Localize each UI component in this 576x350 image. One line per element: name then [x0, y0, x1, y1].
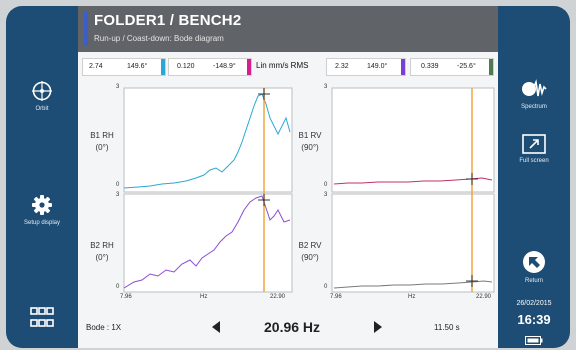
frequency-value: 20.96 Hz [264, 319, 321, 335]
reading-magnitude: 2.32 [335, 63, 349, 70]
status-time: 16:39 [517, 312, 551, 327]
header-accent [84, 12, 88, 46]
x-unit-tick: Hz [408, 294, 416, 300]
return-button[interactable]: Return [498, 250, 570, 284]
channel-name: B1 RH [90, 131, 114, 140]
reading-phase: 149.0° [367, 63, 388, 70]
channel-angle: (90°) [301, 253, 319, 262]
bode-plots: B1 RH (0°) B2 RH (0°) B1 RV (90°) B2 RV … [78, 82, 498, 308]
page-subtitle: Run-up / Coast-down: Bode diagram [94, 34, 224, 43]
reading-magnitude: 0.120 [177, 63, 195, 70]
reading-phase: -148.9° [213, 63, 236, 70]
reading-color-bar [247, 59, 251, 75]
x-unit-tick: Hz [200, 294, 208, 300]
trace-b2rv [333, 280, 493, 289]
channel-name: B2 RH [90, 241, 114, 250]
footer: Bode : 1X 20.96 Hz 11.50 s [78, 308, 498, 348]
y-max-tick: 3 [116, 84, 120, 90]
plot-label-b1rh: B1 RH (0°) [82, 130, 122, 154]
y-max-tick: 3 [324, 192, 328, 198]
plot-frame-b1rh [123, 87, 293, 193]
cursor-markers [258, 88, 478, 287]
y-min-tick: 0 [116, 182, 120, 188]
plots-svg [123, 87, 495, 293]
reading-magnitude: 0.339 [421, 63, 439, 70]
battery-icon [525, 336, 543, 345]
plot-frame-b1rv [331, 87, 495, 193]
grid-icon [30, 307, 54, 327]
y-max-tick: 3 [324, 84, 328, 90]
y-min-tick: 0 [324, 284, 328, 290]
next-arrow-icon[interactable] [372, 320, 384, 334]
setup-display-label: Setup display [23, 220, 61, 226]
orbit-label: Orbit [35, 106, 49, 112]
battery-indicator [498, 332, 570, 350]
spectrum-icon [522, 79, 547, 97]
right-sidebar: Spectrum Full screen Return 26/02/2015 1… [498, 6, 570, 348]
reading-color-bar [161, 59, 165, 75]
orbit-icon [32, 81, 52, 101]
plot-label-b2rh: B2 RH (0°) [82, 240, 122, 264]
trace-b1rh [123, 93, 291, 189]
main-panel: FOLDER1 / BENCH2 Run-up / Coast-down: Bo… [78, 6, 498, 348]
left-sidebar: Orbit Setup display [6, 6, 78, 348]
channel-name: B1 RV [298, 131, 322, 140]
spectrum-button[interactable]: Spectrum [498, 78, 570, 110]
reading-b2rv: 0.339 -25.6° [410, 58, 494, 76]
spectrum-label: Spectrum [521, 104, 547, 110]
reading-magnitude: 2.74 [89, 63, 103, 70]
reading-b1rh: 2.74 149.6° [82, 58, 166, 76]
plot-label-b1rv: B1 RV (90°) [290, 130, 330, 154]
menu-grid-button[interactable] [6, 306, 78, 330]
x-min-tick: 7.96 [120, 294, 132, 300]
reading-color-bar [489, 59, 493, 75]
reading-phase: -25.6° [457, 63, 476, 70]
channel-angle: (0°) [95, 253, 109, 262]
plot-label-b2rv: B2 RV (90°) [290, 240, 330, 264]
bode-mode: Bode : 1X [86, 323, 122, 332]
channel-name: B2 RV [298, 241, 322, 250]
orbit-button[interactable]: Orbit [6, 80, 78, 112]
channel-angle: (0°) [95, 143, 109, 152]
channel-angle: (90°) [301, 143, 319, 152]
units-label: Lin mm/s RMS [256, 61, 309, 70]
status-date: 26/02/2015 [516, 300, 552, 307]
reading-color-bar [401, 59, 405, 75]
reading-b2rh: 2.32 149.0° [326, 58, 406, 76]
previous-arrow-icon[interactable] [210, 320, 222, 334]
plot-frame-b2rh [123, 193, 293, 293]
full-screen-button[interactable]: Full screen [498, 134, 570, 164]
elapsed-time: 11.50 s [434, 323, 460, 332]
return-icon [523, 251, 545, 273]
page-title: FOLDER1 / BENCH2 [94, 12, 242, 29]
y-max-tick: 3 [116, 192, 120, 198]
full-screen-label: Full screen [519, 158, 549, 164]
y-min-tick: 0 [324, 182, 328, 188]
y-min-tick: 0 [116, 284, 120, 290]
reading-phase: 149.6° [127, 63, 148, 70]
header: FOLDER1 / BENCH2 Run-up / Coast-down: Bo… [78, 6, 498, 52]
return-label: Return [524, 278, 543, 284]
gear-icon [32, 195, 52, 215]
x-min-tick: 7.96 [330, 294, 342, 300]
setup-display-button[interactable]: Setup display [6, 194, 78, 226]
x-max-tick: 22.90 [476, 294, 492, 300]
reading-b1rv: 0.120 -148.9° [168, 58, 252, 76]
full-screen-icon [522, 134, 546, 154]
trace-b2rh [123, 195, 291, 289]
x-max-tick: 22.90 [270, 294, 286, 300]
plot-frame-b2rv [331, 193, 495, 293]
